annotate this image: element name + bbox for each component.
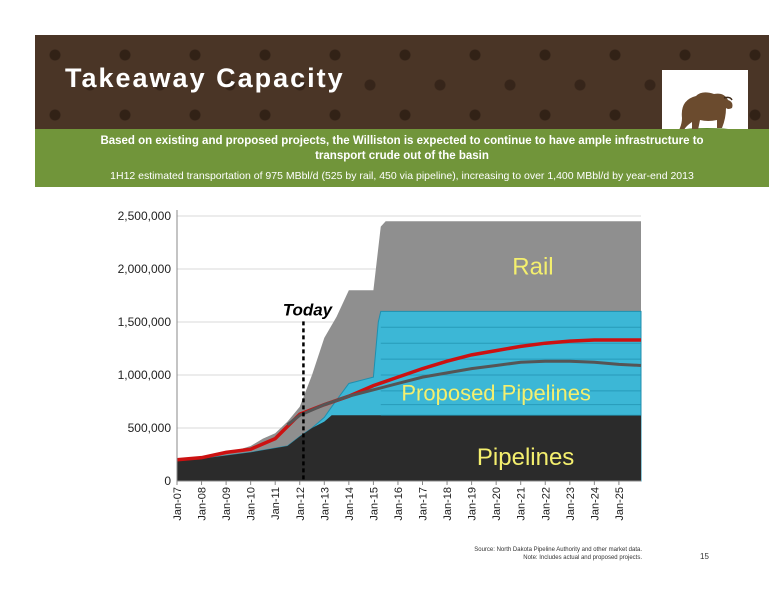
x-tick-label: Jan-18 [442,487,454,521]
title-banner: Takeaway Capacity [35,35,769,129]
x-tick-label: Jan-14 [344,487,356,521]
y-tick-label: 500,000 [128,421,172,435]
rail-label: Rail [512,253,553,280]
note: 1H12 estimated transportation of 975 MBb… [110,170,694,182]
x-tick-label: Jan-16 [393,487,405,521]
x-tick-label: Jan-20 [491,487,503,521]
area-pipelines [177,415,641,481]
page-number: 15 [700,552,709,561]
y-tick-label: 1,000,000 [118,368,172,382]
x-tick-label: Jan-10 [246,487,258,521]
x-tick-label: Jan-24 [589,487,601,521]
x-tick-label: Jan-23 [565,487,577,521]
source-line-1: Source: North Dakota Pipeline Authority … [474,547,642,553]
subtitle-band: Based on existing and proposed projects,… [35,129,769,187]
takeaway-capacity-chart: 0 500,000 1,000,000 1,500,000 2,000,000 2,500… [118,209,642,521]
x-tick-label: Jan-15 [368,487,380,521]
subtitle: Based on existing and proposed projects,… [100,135,704,162]
bear-logo [662,70,748,129]
x-tick-label: Jan-07 [172,487,184,521]
pipelines-label: Pipelines [477,444,574,471]
today-label: Today [283,300,334,319]
x-tick-label: Jan-25 [614,487,626,521]
y-tick-label: 2,000,000 [118,262,172,276]
bear-icon [679,92,733,129]
gray-line [286,359,642,427]
x-tick-label: Jan-17 [418,487,430,521]
y-tick-label: 2,500,000 [118,209,172,223]
x-tick-label: Jan-09 [221,487,233,521]
red-line [176,338,641,462]
source-line-2: Note: Includes actual and proposed proje… [523,555,642,561]
slide-title: Takeaway Capacity [65,63,345,93]
proposed-pipelines-label: Proposed Pipelines [401,380,591,405]
source-note: Source: North Dakota Pipeline Authority … [380,546,642,562]
x-tick-label: Jan-21 [516,487,528,521]
x-tick-label: Jan-13 [319,487,331,521]
x-tick-label: Jan-22 [540,487,552,521]
x-tick-label: Jan-12 [295,487,307,521]
x-tick-label: Jan-11 [270,487,282,520]
y-tick-label: 1,500,000 [118,315,172,329]
x-tick-label: Jan-19 [467,487,479,521]
y-tick-label: 0 [164,474,171,488]
x-tick-label: Jan-08 [197,487,209,521]
